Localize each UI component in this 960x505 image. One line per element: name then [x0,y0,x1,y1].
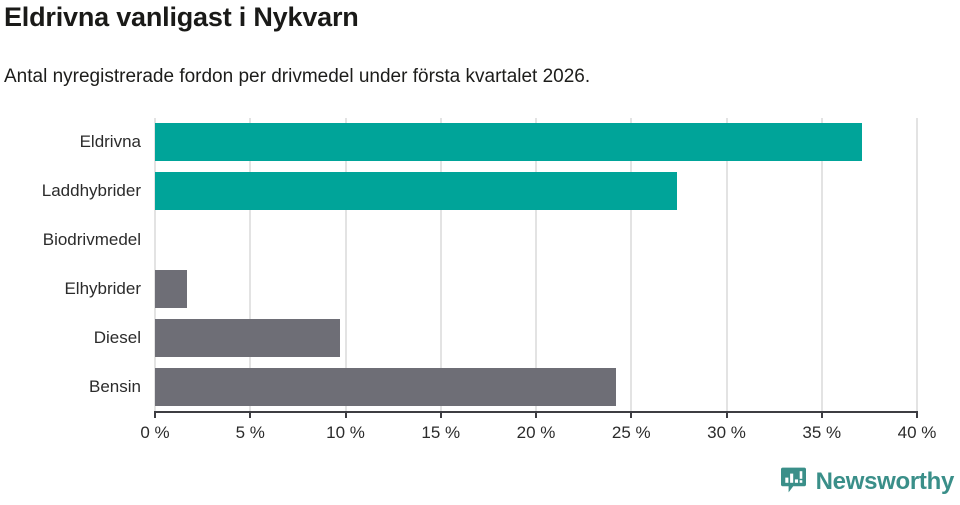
x-axis-tick-label: 15 % [421,423,461,442]
bar [155,172,677,211]
gridline [154,118,156,411]
gridline [249,118,252,411]
x-axis-tick-label: 20 % [516,423,556,442]
gridline [535,118,537,411]
x-axis-tick [630,411,633,418]
x-axis-tick [249,411,252,418]
category-label: Bensin [89,376,141,396]
newsworthy-logo-icon [780,467,806,493]
gridline [820,118,823,411]
x-axis-tick [820,411,823,418]
brand-name: Newsworthy [815,468,955,495]
category-axis-labels: Eldrivna Laddhybrider Biodrivmedel Elhybrid… [0,118,155,411]
chart-title: Eldrivna vanligast i Nykvarn [4,2,359,32]
bar [155,367,616,406]
gridline [630,118,633,411]
x-axis-tick [344,411,347,418]
category-label: Eldrivna [79,132,141,152]
x-axis-tick-label: 5 % [235,423,265,442]
gridline [725,118,728,411]
x-axis-tick-label: 40 % [897,423,937,442]
category-label: Biodrivmedel [42,230,141,250]
x-axis-tick [439,411,442,418]
bar [155,123,862,162]
x-axis-tick-label: 35 % [802,423,842,442]
x-axis-tick [535,411,537,418]
footer-branding: Newsworthy [780,467,954,497]
x-axis-tick [725,411,728,418]
plot-area [154,118,918,411]
category-label: Elhybrider [64,278,141,298]
x-axis-tick [916,411,918,418]
gridline [344,118,347,411]
chart-subtitle: Antal nyregistrerade fordon per drivmede… [4,66,591,87]
gridline [439,118,442,411]
x-axis-tick-label: 10 % [326,423,365,442]
x-axis-tick-label: 30 % [707,423,746,442]
x-axis-tick [154,411,156,418]
bar [155,269,188,308]
gridline [916,118,918,411]
category-label: Diesel [93,327,141,347]
category-label: Laddhybrider [41,181,141,201]
x-axis-tick-label: 0 % [140,423,170,442]
x-axis-tick-label: 25 % [611,423,651,442]
bar [155,318,340,357]
